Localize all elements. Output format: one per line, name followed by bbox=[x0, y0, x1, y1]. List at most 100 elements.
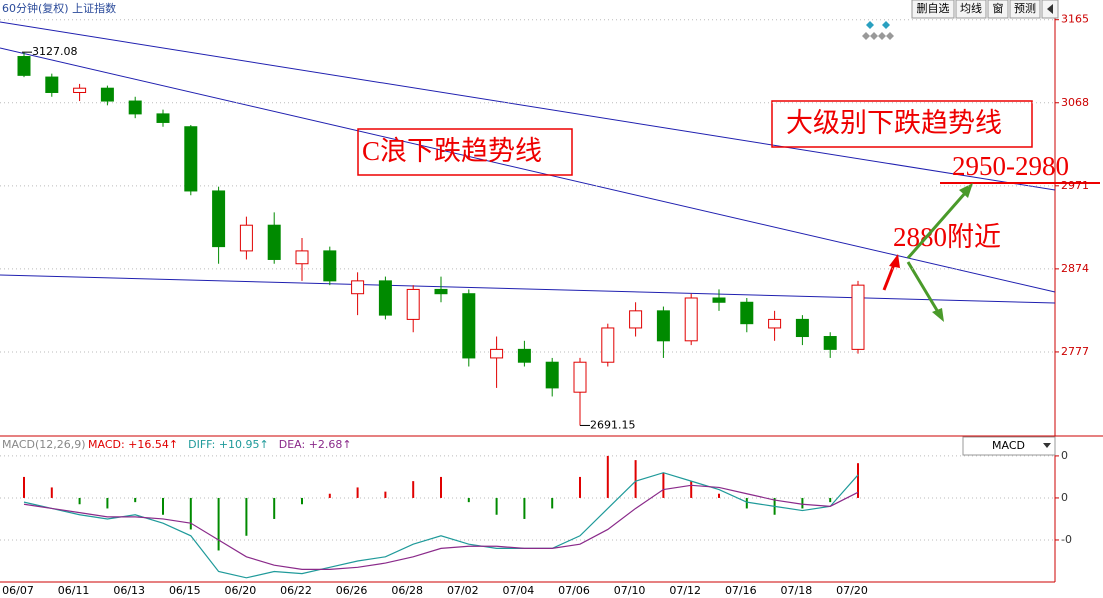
x-tick-label: 07/04 bbox=[503, 584, 535, 597]
icon bbox=[878, 32, 886, 40]
candle-body bbox=[100, 87, 114, 102]
macd-line bbox=[23, 472, 859, 579]
legend-entry: DIFF: +10.95↑ bbox=[188, 438, 269, 451]
arrow bbox=[906, 191, 968, 259]
x-tick-label: 07/06 bbox=[558, 584, 590, 597]
toolbar-button-label[interactable]: 窗 bbox=[993, 1, 1004, 15]
candle-body bbox=[656, 310, 670, 342]
candle-body bbox=[128, 100, 142, 115]
annotation: C浪下跌趋势线 bbox=[362, 136, 542, 166]
x-tick-label: 07/02 bbox=[447, 584, 479, 597]
candle-body bbox=[73, 87, 87, 93]
candle-body bbox=[573, 361, 587, 393]
icon bbox=[882, 21, 890, 29]
trend-line bbox=[0, 274, 1056, 304]
y-tick-label: 3165 bbox=[1061, 13, 1089, 26]
toolbar-button[interactable] bbox=[987, 0, 1009, 19]
x-tick-label: 06/28 bbox=[391, 584, 423, 597]
y-tick-label: -0 bbox=[1061, 533, 1072, 546]
candle-body bbox=[768, 318, 782, 329]
candle-body bbox=[795, 318, 809, 338]
candle-body bbox=[517, 348, 531, 363]
candle-body bbox=[684, 297, 698, 342]
candle-body bbox=[295, 250, 309, 265]
x-tick-label: 07/10 bbox=[614, 584, 646, 597]
candle-body bbox=[239, 224, 253, 252]
candle-body bbox=[545, 361, 559, 389]
candle-body bbox=[740, 301, 754, 325]
annotation: 2880附近 bbox=[893, 222, 1001, 252]
indicator-selector-label[interactable]: MACD bbox=[992, 439, 1025, 452]
candle-body bbox=[323, 250, 337, 282]
candle-body bbox=[712, 297, 726, 303]
icon bbox=[862, 32, 870, 40]
legend-entry: DEA: +2.68↑ bbox=[279, 438, 352, 451]
toolbar-button[interactable] bbox=[955, 0, 987, 19]
annotation-box bbox=[771, 100, 1033, 148]
icon bbox=[866, 21, 874, 29]
candle-body bbox=[851, 284, 865, 350]
x-tick-label: 06/07 bbox=[2, 584, 34, 597]
candle-body bbox=[823, 336, 837, 350]
header-title: 60分钟(复权) 上证指数 bbox=[2, 1, 116, 15]
x-tick-label: 07/12 bbox=[669, 584, 701, 597]
candle-body bbox=[212, 190, 226, 248]
x-tick-label: 06/15 bbox=[169, 584, 201, 597]
candle-body bbox=[267, 224, 281, 260]
candle-body bbox=[45, 76, 59, 93]
candle-body bbox=[490, 348, 504, 359]
annotation-box bbox=[357, 128, 573, 176]
icon bbox=[886, 32, 894, 40]
toolbar-button-label[interactable]: 预测 bbox=[1014, 2, 1036, 15]
candle-body bbox=[17, 56, 31, 76]
candle-body bbox=[601, 327, 615, 363]
trend-line bbox=[0, 21, 1056, 191]
annotation: 2950-2980 bbox=[952, 151, 1069, 181]
x-tick-label: 07/18 bbox=[781, 584, 813, 597]
candle-body bbox=[184, 126, 198, 192]
x-tick-label: 06/22 bbox=[280, 584, 312, 597]
low-label: 2691.15 bbox=[590, 418, 636, 431]
x-tick-label: 07/16 bbox=[725, 584, 757, 597]
toolbar-button[interactable] bbox=[911, 0, 955, 19]
candle-body bbox=[156, 113, 170, 123]
toolbar-button-label[interactable]: 均线 bbox=[960, 1, 982, 15]
candle-body bbox=[462, 293, 476, 359]
arrow-head bbox=[889, 254, 900, 268]
trend-lines bbox=[0, 21, 1100, 304]
candle-body bbox=[406, 288, 420, 320]
toolbar-button-label[interactable]: 删自选 bbox=[917, 2, 950, 15]
arrow bbox=[906, 261, 940, 313]
y-tick-label: 0 bbox=[1061, 491, 1068, 504]
y-tick-label: 2874 bbox=[1061, 262, 1089, 275]
legend-entry: MACD: +16.54↑ bbox=[88, 438, 178, 451]
toolbar-button[interactable] bbox=[1009, 0, 1041, 19]
scroll-arrow[interactable] bbox=[1047, 4, 1053, 14]
trend-line bbox=[0, 47, 1056, 293]
macd-line bbox=[23, 484, 859, 570]
dropdown-arrow[interactable] bbox=[1043, 443, 1051, 448]
arrow-head bbox=[932, 308, 944, 322]
y-tick-label: 2971 bbox=[1061, 179, 1089, 192]
macd-title: MACD(12,26,9) bbox=[2, 438, 86, 451]
indicator-selector[interactable] bbox=[962, 436, 1056, 456]
x-tick-label: 07/20 bbox=[836, 584, 868, 597]
candle-body bbox=[434, 288, 448, 295]
y-tick-label: 3068 bbox=[1061, 96, 1089, 109]
candle-body bbox=[629, 310, 643, 329]
x-tick-label: 06/11 bbox=[58, 584, 90, 597]
icons bbox=[862, 21, 894, 40]
high-label: 3127.08 bbox=[32, 45, 78, 58]
x-tick-label: 06/26 bbox=[336, 584, 368, 597]
candle-body bbox=[351, 280, 365, 295]
icon bbox=[870, 32, 878, 40]
annotation: 大级别下跌趋势线 bbox=[786, 108, 1002, 138]
y-tick-label: 2777 bbox=[1061, 345, 1089, 358]
candle-body bbox=[378, 280, 392, 316]
x-tick-label: 06/13 bbox=[113, 584, 145, 597]
arrows bbox=[882, 183, 973, 322]
y-tick-label: 0 bbox=[1061, 449, 1068, 462]
x-tick-label: 06/20 bbox=[225, 584, 257, 597]
arrow-head bbox=[959, 183, 973, 198]
